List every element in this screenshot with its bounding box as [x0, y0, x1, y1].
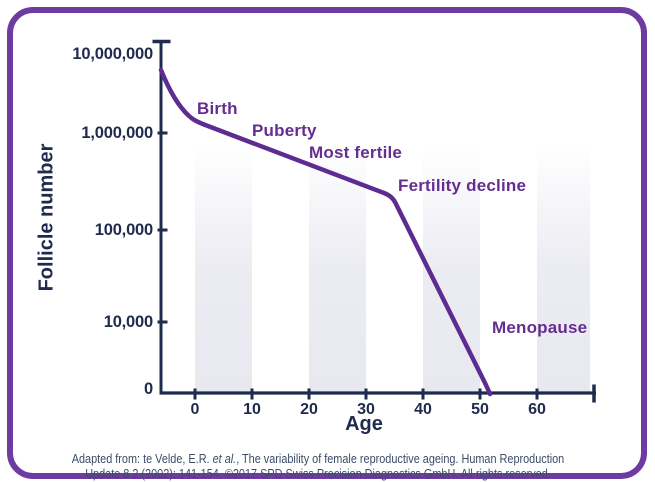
annotation-puberty: Puberty: [252, 121, 317, 140]
x-tick-label-0: 0: [190, 401, 200, 418]
y-tick-label-0: 0: [144, 380, 153, 398]
x-axis-title: Age: [345, 413, 383, 435]
axes: [152, 39, 596, 403]
y-axis-title: Follicle number: [35, 143, 58, 292]
citation-footer: Adapted from: te Velde, E.R. et al., The…: [61, 452, 574, 481]
annotation-fertility-decline: Fertility decline: [398, 176, 527, 195]
band-age-60-70: [537, 143, 590, 392]
annotation-most-fertile: Most fertile: [309, 143, 403, 162]
x-tick-label-60: 60: [528, 401, 546, 418]
y-tick-label-1000000: 1,000,000: [81, 124, 153, 142]
citation-line1-pre: Adapted from: te Velde, E.R.: [71, 452, 213, 466]
citation-line-1: Adapted from: te Velde, E.R. et al., The…: [61, 452, 574, 467]
band-age-0-10: [195, 143, 252, 392]
x-ticks: [193, 388, 539, 400]
y-tick-label-10000000: 10,000,000: [72, 45, 153, 63]
annotation-menopause: Menopause: [492, 318, 588, 337]
follicle-decline-curve: [158, 67, 493, 397]
x-tick-label-40: 40: [414, 401, 432, 418]
y-ticks: [157, 131, 168, 324]
x-tick-label-30: 30: [357, 401, 375, 418]
annotation-birth: Birth: [197, 99, 238, 118]
citation-line1-etal: et al.: [212, 452, 237, 466]
citation-line1-post: , The variability of female reproductive…: [236, 452, 565, 466]
x-tick-label-50: 50: [471, 401, 489, 418]
y-tick-label-100000: 100,000: [94, 221, 153, 239]
chart-card: 10,000,000 1,000,000 100,000 10,000 0 0 …: [7, 7, 647, 481]
x-tick-label-10: 10: [243, 401, 261, 418]
band-age-20-30: [309, 143, 366, 392]
citation-line-2: Update 8.2 (2002): 141-154. ©2017 SPD Sw…: [85, 466, 551, 481]
x-tick-label-20: 20: [300, 401, 318, 418]
decade-background-bands: [195, 143, 590, 392]
y-tick-label-10000: 10,000: [103, 313, 153, 331]
follicle-decline-plot: [152, 39, 596, 403]
